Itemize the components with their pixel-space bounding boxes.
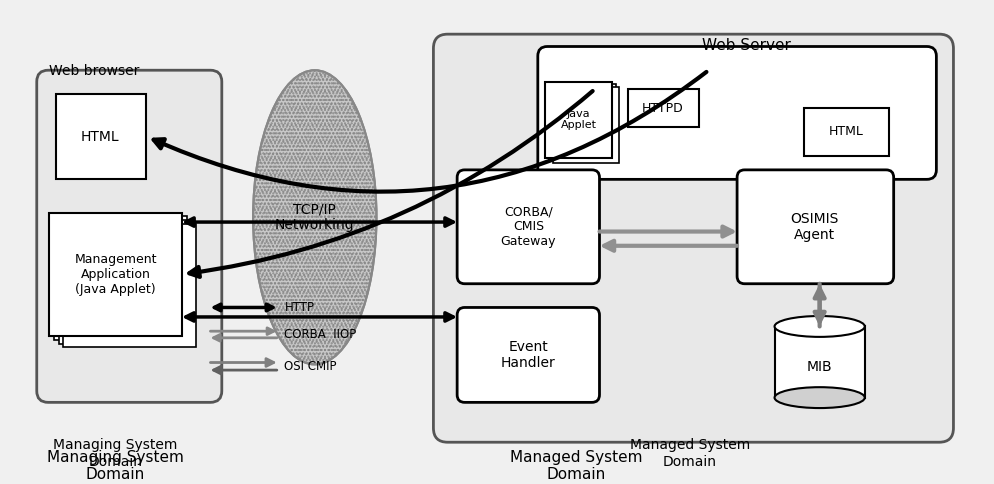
Text: Managed System
Domain: Managed System Domain: [510, 450, 642, 482]
Text: HTTP: HTTP: [284, 301, 314, 314]
Bar: [64, 224, 196, 348]
Bar: [550, 85, 615, 160]
FancyBboxPatch shape: [457, 170, 599, 284]
Text: OSIMIS
Agent: OSIMIS Agent: [790, 212, 839, 242]
Text: MIB: MIB: [807, 360, 832, 374]
Bar: [628, 89, 699, 127]
Ellipse shape: [253, 70, 377, 364]
FancyBboxPatch shape: [738, 170, 894, 284]
Text: Java
Applet: Java Applet: [561, 109, 596, 130]
Text: HTML: HTML: [82, 130, 119, 144]
FancyBboxPatch shape: [433, 34, 953, 442]
Text: HTML: HTML: [829, 125, 864, 138]
Text: CORBA  IIOP: CORBA IIOP: [284, 329, 357, 342]
Ellipse shape: [774, 316, 865, 337]
Text: Managed System
Domain: Managed System Domain: [629, 439, 749, 469]
Text: OSI CMIP: OSI CMIP: [284, 360, 337, 373]
Ellipse shape: [774, 387, 865, 408]
Text: TCP/IP
Networking: TCP/IP Networking: [275, 202, 355, 232]
FancyArrowPatch shape: [154, 72, 707, 192]
Bar: [546, 82, 612, 157]
FancyBboxPatch shape: [538, 46, 936, 180]
FancyBboxPatch shape: [37, 70, 222, 402]
Text: Web Server: Web Server: [702, 38, 791, 53]
Text: CORBA/
CMIS
Gateway: CORBA/ CMIS Gateway: [501, 205, 556, 248]
Bar: [49, 212, 182, 336]
Text: Management
Application
(Java Applet): Management Application (Java Applet): [75, 253, 157, 296]
Text: Managing System
Domain: Managing System Domain: [54, 439, 178, 469]
Bar: [59, 220, 192, 344]
Bar: [803, 108, 889, 156]
FancyBboxPatch shape: [457, 307, 599, 402]
Text: Web browser: Web browser: [49, 64, 139, 78]
Bar: [553, 87, 619, 163]
Bar: [56, 94, 146, 180]
Text: Event
Handler: Event Handler: [501, 340, 556, 370]
Text: HTTPD: HTTPD: [642, 102, 684, 115]
FancyArrowPatch shape: [189, 91, 592, 277]
Bar: [54, 216, 187, 340]
Text: Managing System
Domain: Managing System Domain: [47, 450, 184, 482]
Bar: [775, 326, 865, 398]
